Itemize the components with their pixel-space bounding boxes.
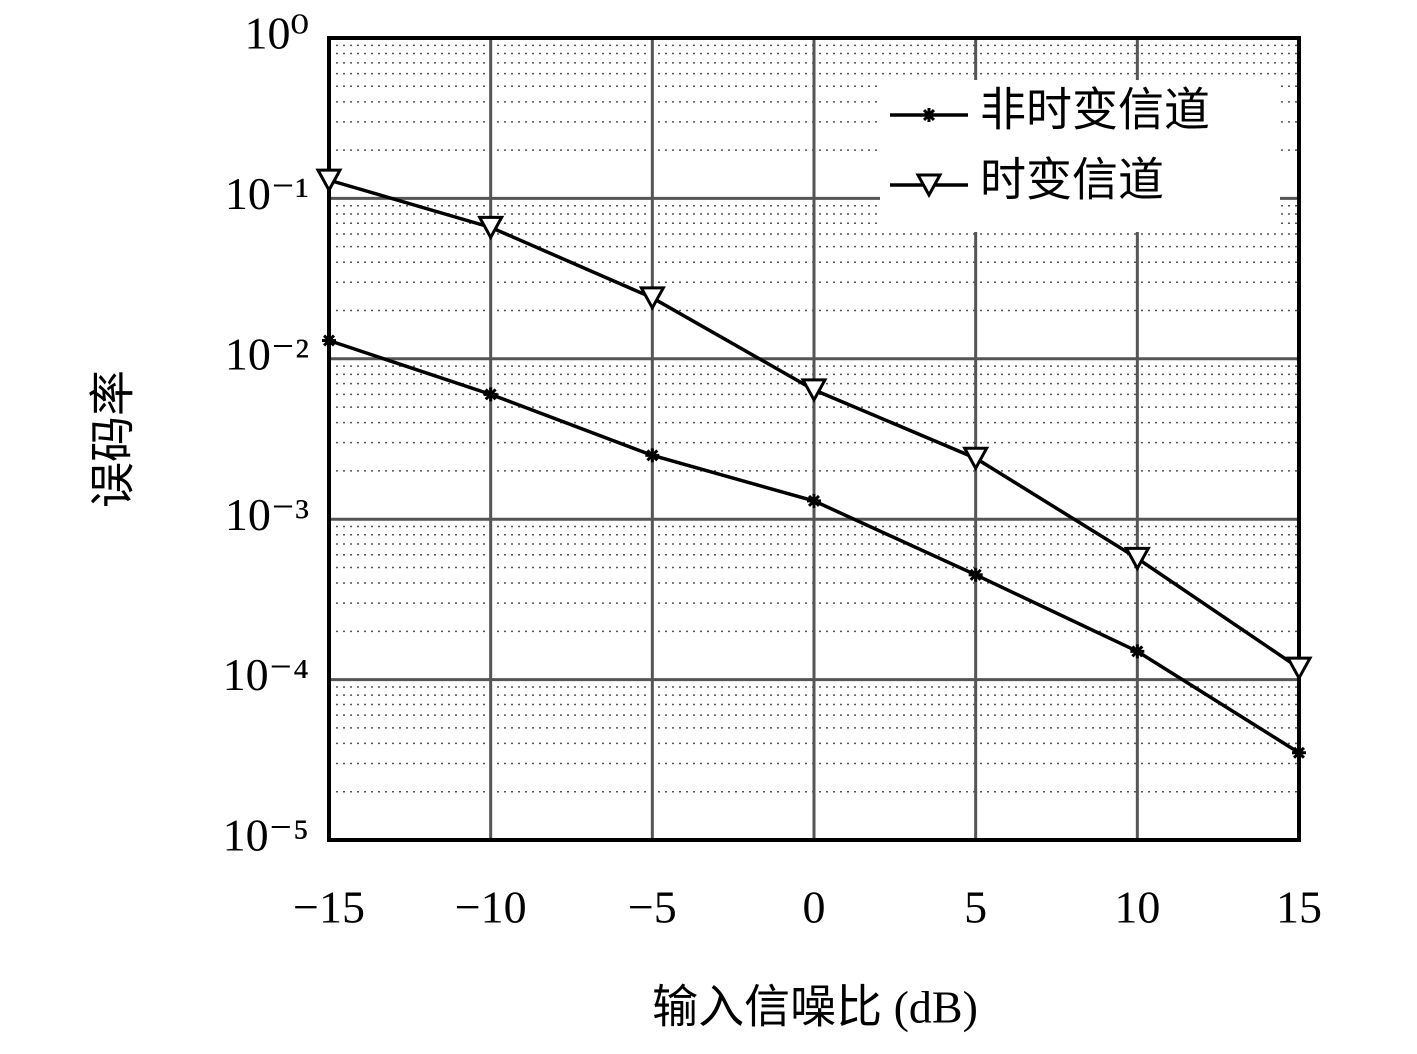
marker <box>638 286 666 311</box>
marker-stroke <box>807 494 821 507</box>
marker <box>1130 644 1145 659</box>
x-tick-label: 0 <box>803 882 826 933</box>
marker-stroke <box>1131 645 1144 658</box>
legend-box <box>880 80 1280 232</box>
marker-shape <box>638 286 666 311</box>
marker-shape <box>477 215 505 241</box>
x-tick-label: −15 <box>293 882 365 933</box>
marker <box>807 493 821 508</box>
legend-marker <box>922 108 936 122</box>
legend-marker <box>915 173 943 199</box>
marker-shape <box>315 168 343 194</box>
y-tick-label: 10⁻¹ <box>225 168 309 219</box>
marker <box>968 567 983 582</box>
marker <box>315 168 343 194</box>
marker-shape <box>1285 656 1313 682</box>
legend-label: 非时变信道 <box>980 85 1210 136</box>
marker <box>645 448 660 463</box>
x-tick-label: −10 <box>455 882 527 933</box>
marker-stroke <box>1292 746 1306 759</box>
plot-frame <box>327 36 1301 842</box>
marker <box>322 333 336 348</box>
y-tick-label: 10⁻² <box>225 328 309 379</box>
marker <box>1285 656 1313 682</box>
x-tick-label: 15 <box>1276 882 1322 933</box>
marker <box>800 378 828 404</box>
marker <box>1292 745 1306 760</box>
marker-shape <box>962 446 990 472</box>
y-axis-label: 误码率 <box>88 370 139 508</box>
y-tick-label: 10⁰ <box>245 8 309 59</box>
y-tick-label: 10⁻⁵ <box>223 810 309 861</box>
x-tick-label: 10 <box>1114 882 1160 933</box>
legend-label: 时变信道 <box>980 155 1164 206</box>
marker <box>922 108 936 122</box>
x-tick-label: 5 <box>964 882 987 933</box>
marker <box>483 387 498 402</box>
marker-stroke <box>322 334 336 347</box>
marker <box>915 173 943 199</box>
y-tick-label: 10⁻³ <box>225 489 309 540</box>
marker <box>962 446 990 472</box>
marker-shape <box>915 173 943 199</box>
marker <box>477 215 505 241</box>
marker-stroke <box>969 568 982 581</box>
marker-shape <box>1123 546 1151 572</box>
y-tick-label: 10⁻⁴ <box>223 649 309 700</box>
x-axis-label: 输入信噪比 (dB) <box>652 982 978 1033</box>
marker <box>1123 546 1151 572</box>
marker-stroke <box>922 108 936 122</box>
marker-stroke <box>646 449 659 462</box>
x-tick-label: −5 <box>628 882 677 933</box>
marker-stroke <box>484 388 497 401</box>
marker-shape <box>800 378 828 404</box>
